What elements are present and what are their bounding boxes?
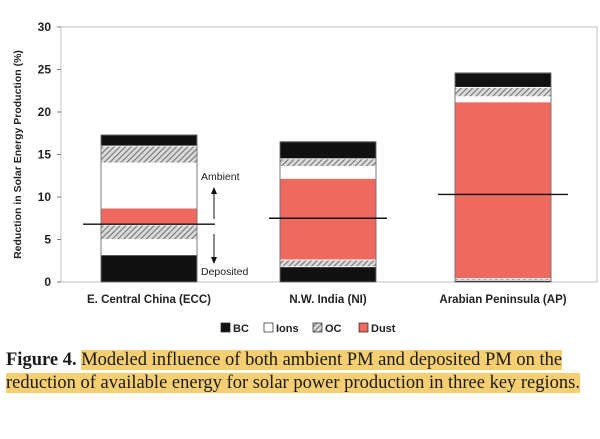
- bar-segment-oc: [279, 158, 377, 167]
- bar-segment-oc: [454, 86, 552, 98]
- bar-segment-bc: [454, 72, 552, 88]
- bar-outline: [279, 141, 377, 283]
- bar-segment-dust: [100, 207, 198, 226]
- arrow-up-head: [211, 187, 217, 194]
- y-tick-label: 20: [38, 105, 52, 119]
- bar-segment-dust: [454, 101, 552, 280]
- x-category-label: E. Central China (ECC): [87, 294, 211, 306]
- legend-label: BC: [233, 323, 249, 335]
- bar-segment-ions: [454, 96, 552, 103]
- x-category-label: Arabian Peninsula (AP): [439, 294, 566, 306]
- figure-caption: Figure 4. Modeled influence of both ambi…: [6, 349, 596, 395]
- bar-segment-oc: [100, 224, 198, 240]
- bar-segment-bc: [279, 266, 377, 283]
- bar-segment-oc: [100, 145, 198, 164]
- bar-segment-ions: [279, 165, 377, 179]
- legend-label: OC: [325, 323, 342, 335]
- figure-label: Figure 4.: [6, 350, 77, 370]
- bar-segment-bc: [100, 134, 198, 147]
- annotation-ambient: Ambient: [201, 171, 240, 183]
- y-axis-label: Reduction in Solar Energy Production (%): [12, 50, 24, 259]
- legend-label: Dust: [371, 323, 396, 335]
- y-tick-label: 5: [44, 233, 51, 247]
- y-tick-label: 30: [38, 20, 52, 34]
- bar-segment-bc: [279, 141, 377, 160]
- bar-segment-ions: [100, 162, 198, 209]
- bar-segment-bc: [100, 254, 198, 283]
- arrow-down-head: [211, 257, 217, 264]
- chart: 0 5 10 15 20 25 30 Reduction in Solar Energy Pr…: [12, 20, 598, 335]
- bar-outline: [100, 134, 198, 283]
- y-tick-label: 10: [38, 190, 52, 204]
- bar-outline: [454, 72, 552, 283]
- legend-swatch-bc: [220, 322, 231, 333]
- legend-swatch-dust: [358, 322, 369, 333]
- caption-text: Modeled influence of both ambient PM and…: [6, 350, 580, 393]
- bar-segment-dust: [279, 177, 377, 261]
- bar-segment-oc: [279, 259, 377, 268]
- y-tick-label: 0: [44, 275, 51, 289]
- annotation-deposited: Deposited: [201, 266, 248, 278]
- x-category-label: N.W. India (NI): [289, 294, 366, 306]
- legend-swatch-oc: [312, 322, 323, 333]
- bar-segment-ions: [100, 239, 198, 256]
- y-tick-label: 15: [38, 148, 52, 162]
- legend-swatch-ions: [263, 322, 274, 333]
- y-tick-label: 25: [38, 63, 52, 77]
- legend-label: Ions: [276, 323, 299, 335]
